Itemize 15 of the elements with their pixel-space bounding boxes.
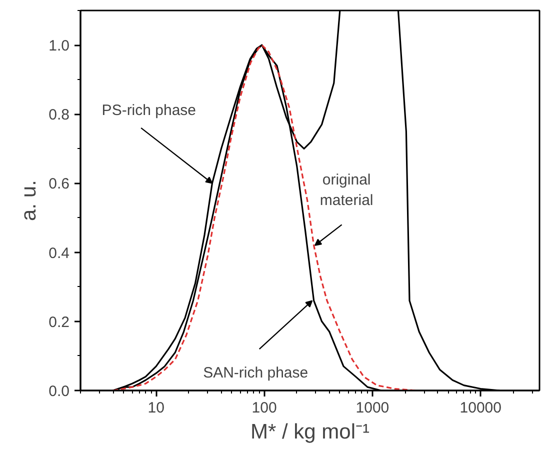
y-axis-title: a. u. — [18, 180, 41, 221]
annotation: original material — [320, 171, 374, 209]
y-tick-label: 0.2 — [48, 314, 70, 331]
y-tick-label: 0.6 — [48, 176, 70, 193]
x-tick-label: 10000 — [460, 400, 502, 416]
x-tick-label: 1000 — [356, 400, 390, 416]
y-tick-label: 0.4 — [48, 244, 70, 262]
x-tick-label: 100 — [252, 400, 277, 416]
x-tick-label: 10 — [148, 400, 164, 416]
annotation: SAN-rich phase — [203, 364, 308, 382]
x-axis-title: M* / kg mol⁻¹ — [250, 420, 370, 444]
y-tick-label: 0.8 — [48, 106, 70, 124]
y-tick-label: 1.0 — [48, 38, 70, 55]
y-tick-label: 0.0 — [48, 383, 70, 400]
annotation: PS-rich phase — [102, 102, 196, 120]
